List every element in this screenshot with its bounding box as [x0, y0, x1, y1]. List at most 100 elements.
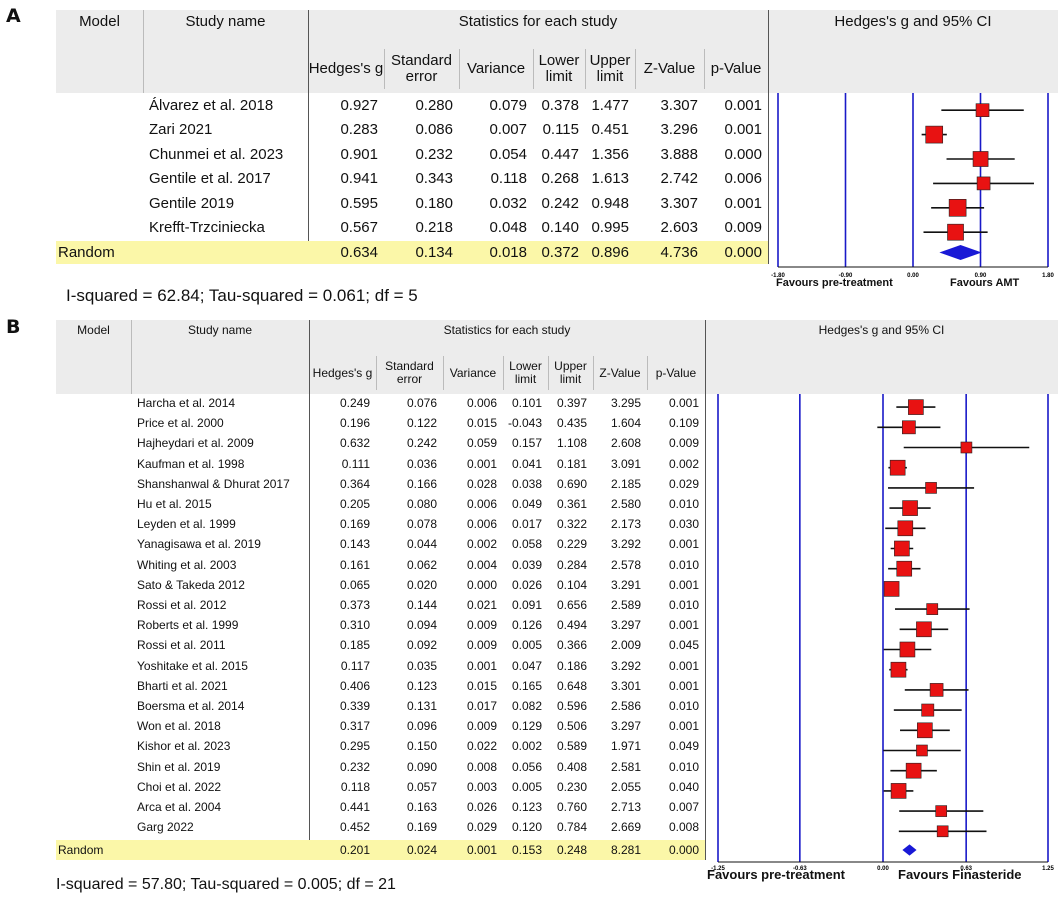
effect-marker: [905, 762, 922, 779]
tick-label: 0.63: [960, 866, 972, 872]
cell-var: 0.001: [466, 456, 497, 471]
cell-g: 0.185: [339, 638, 370, 653]
cell-var: 0.028: [466, 476, 497, 491]
header-col-divider: [384, 49, 385, 89]
cell-p: 0.029: [668, 476, 699, 491]
header-col-1: Standard error: [385, 359, 434, 386]
cell-z: 2.669: [610, 820, 641, 835]
cell-var: 0.015: [466, 416, 497, 431]
cell-se: 0.094: [406, 618, 437, 633]
cell-z: 2.713: [610, 800, 641, 814]
cell-var: 0.048: [489, 219, 527, 236]
cell-g: 0.901: [340, 145, 378, 163]
cell-g: 0.283: [340, 121, 378, 139]
cell-hi: 1.613: [591, 170, 629, 188]
cell-p: 0.007: [668, 800, 699, 814]
header-study-name: Study name: [185, 13, 266, 30]
summary-var: 0.018: [489, 244, 527, 261]
study-row: Kishor et al. 2023 0.295 0.150 0.022 0.002 0.…: [0, 739, 1062, 759]
cell-hi: 0.506: [556, 719, 587, 734]
study-name: Yanagisawa et al. 2019: [137, 537, 261, 552]
study-name: Leyden et al. 1999: [137, 517, 236, 532]
cell-z: 2.742: [660, 170, 698, 188]
cell-var: 0.015: [466, 678, 497, 693]
summary-p: 0.000: [668, 843, 699, 857]
cell-p: 0.049: [668, 739, 699, 754]
cell-z: 3.091: [610, 456, 641, 471]
cell-p: 0.010: [668, 598, 699, 612]
heterogeneity-footer: I-squared = 57.80; Tau-squared = 0.005; …: [56, 876, 396, 893]
study-name: Rossi et al. 2012: [137, 598, 227, 612]
cell-lo: 0.082: [511, 699, 542, 713]
cell-se: 0.166: [406, 476, 437, 491]
header-col-6: p-Value: [655, 365, 697, 380]
cell-p: 0.010: [668, 759, 699, 774]
cell-hi: 0.995: [591, 219, 629, 236]
cell-var: 0.079: [489, 97, 527, 114]
cell-var: 0.021: [466, 598, 497, 612]
study-row: Shanshanwal & Dhurat 2017 0.364 0.166 0.028…: [0, 477, 1062, 497]
cell-z: 2.578: [610, 557, 641, 572]
effect-marker: [902, 500, 918, 516]
header-col-2: Variance: [466, 60, 526, 78]
divider-model: [143, 10, 144, 93]
effect-marker: [902, 420, 916, 435]
table-header: [56, 10, 1058, 93]
study-row: Choi et al. 2022 0.118 0.057 0.003 0.005 0.23…: [0, 780, 1062, 800]
cell-p: 0.045: [668, 638, 699, 653]
cell-hi: 0.494: [556, 618, 587, 633]
cell-var: 0.009: [466, 719, 497, 734]
cell-g: 0.065: [339, 577, 370, 592]
cell-z: 3.307: [660, 194, 698, 212]
cell-hi: 0.451: [591, 121, 629, 139]
cell-hi: 0.181: [556, 456, 587, 471]
cell-se: 0.020: [406, 577, 437, 592]
cell-z: 3.307: [660, 97, 698, 114]
study-row: Sato & Takeda 2012 0.065 0.020 0.000 0.026 0.…: [0, 578, 1062, 598]
cell-hi: 0.784: [556, 820, 587, 835]
cell-se: 0.057: [406, 779, 437, 794]
cell-lo: 0.017: [511, 517, 542, 532]
effect-marker: [975, 103, 990, 117]
study-row: Boersma et al. 2014 0.339 0.131 0.017 0.082 0…: [0, 699, 1062, 719]
cell-hi: 1.356: [591, 145, 629, 163]
cell-hi: 0.408: [556, 759, 587, 774]
favours-left-label: Favours pre-treatment: [707, 867, 845, 882]
effect-marker: [926, 603, 939, 615]
study-row: Hajheydari et al. 2009 0.632 0.242 0.059 0.1…: [0, 436, 1062, 456]
cell-lo: 0.005: [511, 779, 542, 794]
cell-z: 3.296: [660, 121, 698, 139]
cell-z: 1.971: [610, 739, 641, 754]
header-stats-group: Statistics for each study: [458, 13, 618, 30]
cell-se: 0.096: [406, 719, 437, 734]
cell-var: 0.009: [466, 638, 497, 653]
divider-stats: [309, 320, 310, 860]
effect-marker: [908, 399, 924, 415]
cell-z: 2.581: [610, 759, 641, 774]
cell-g: 0.196: [339, 416, 370, 431]
favours-right-label: Favours AMT: [950, 277, 1020, 289]
study-name: Kishor et al. 2023: [137, 739, 231, 754]
random-row: Random 0.634 0.134 0.018 0.372 0.896 4.736 0.00…: [0, 244, 1062, 268]
cell-g: 0.205: [339, 497, 370, 511]
header-col-divider: [647, 356, 648, 390]
cell-p: 0.009: [724, 219, 762, 236]
header-col-2: Variance: [449, 365, 497, 380]
cell-lo: 0.120: [511, 820, 542, 835]
summary-lo: 0.153: [511, 843, 542, 857]
forest-plot: -1.80 -0.90 0.00 0.90 1.80: [771, 93, 1054, 279]
cell-lo: 0.091: [511, 598, 542, 612]
tick-label: 0.90: [975, 273, 987, 279]
cell-z: 3.888: [660, 145, 698, 163]
summary-var: 0.001: [466, 843, 497, 857]
cell-z: 2.055: [610, 779, 641, 794]
cell-g: 0.310: [339, 618, 370, 633]
header-col-1: Standard error: [391, 52, 452, 85]
tick-label: -1.25: [711, 866, 725, 872]
cell-var: 0.000: [466, 577, 497, 592]
table-header: [56, 320, 1058, 394]
cell-var: 0.006: [466, 396, 497, 410]
cell-z: 3.291: [610, 577, 641, 592]
cell-z: 3.297: [610, 618, 641, 633]
cell-var: 0.118: [490, 170, 527, 188]
